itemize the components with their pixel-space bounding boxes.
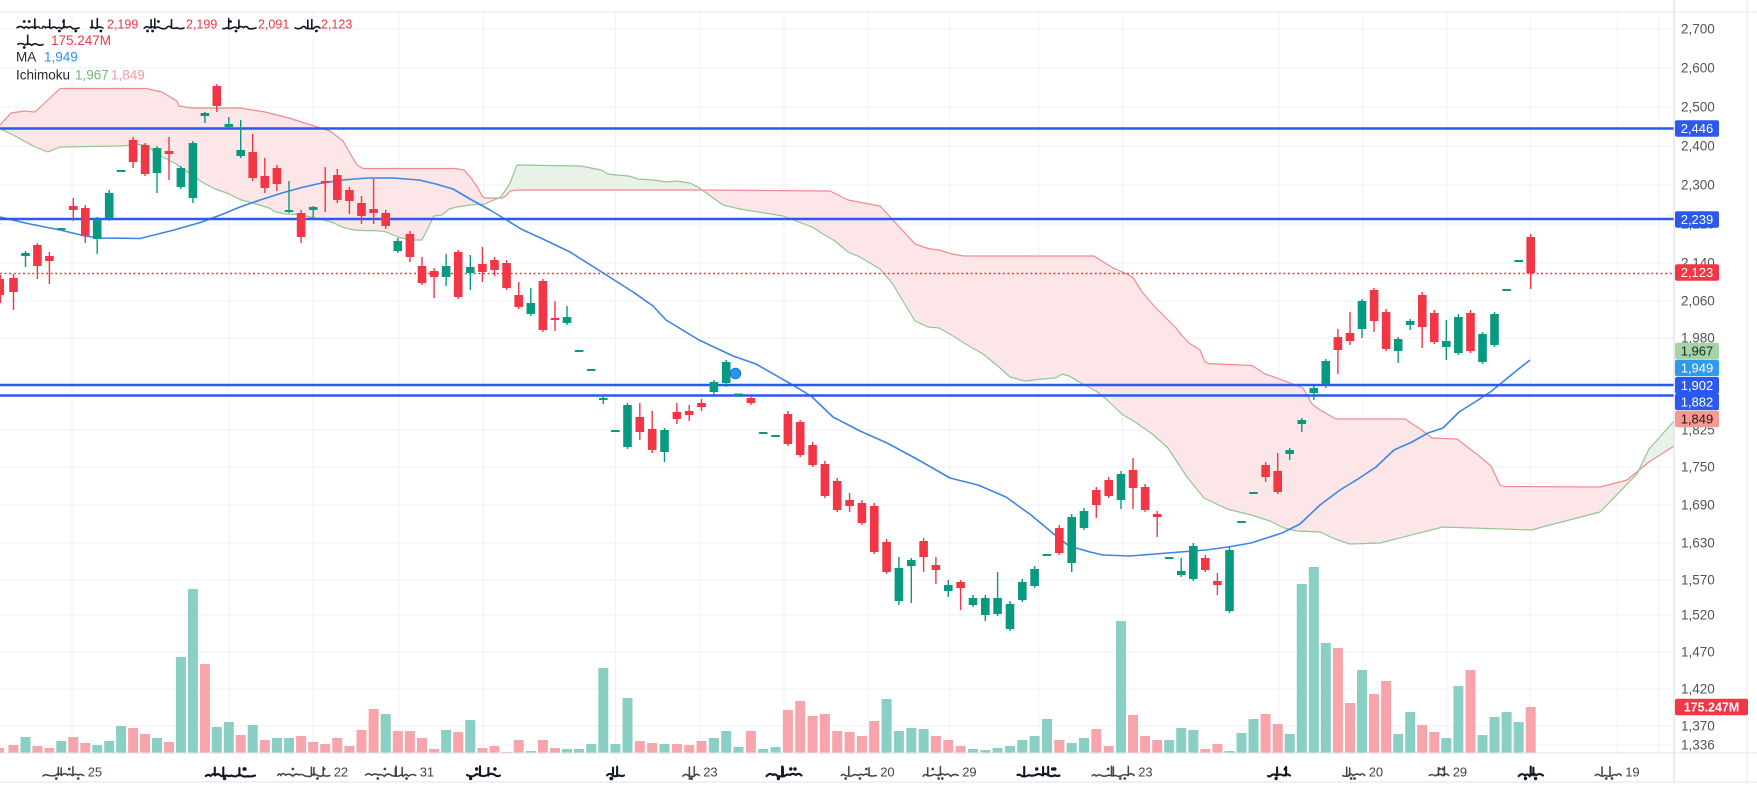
svg-text:175.247M: 175.247M — [1684, 701, 1740, 715]
svg-text:2,300: 2,300 — [1681, 178, 1715, 193]
svg-text:1,949: 1,949 — [44, 50, 78, 65]
svg-text:2,199: 2,199 — [107, 18, 138, 32]
svg-text:20: 20 — [880, 765, 894, 780]
svg-text:2,400: 2,400 — [1681, 139, 1715, 154]
svg-text:1,849: 1,849 — [1681, 412, 1714, 427]
svg-text:1,750: 1,750 — [1681, 460, 1715, 475]
svg-text:19: 19 — [1625, 765, 1639, 780]
svg-text:MA: MA — [16, 50, 36, 65]
svg-text:1,849: 1,849 — [111, 68, 145, 83]
svg-text:1,570: 1,570 — [1681, 573, 1715, 588]
svg-text:175.247M: 175.247M — [51, 33, 111, 48]
svg-text:1,520: 1,520 — [1681, 608, 1715, 623]
svg-text:2,500: 2,500 — [1681, 100, 1715, 115]
svg-text:1,420: 1,420 — [1681, 682, 1715, 697]
svg-text:2,123: 2,123 — [1681, 265, 1714, 280]
svg-text:1,967: 1,967 — [75, 68, 109, 83]
svg-text:1,470: 1,470 — [1681, 645, 1715, 660]
svg-text:1,630: 1,630 — [1681, 536, 1715, 551]
svg-text:Ichimoku: Ichimoku — [16, 68, 70, 83]
svg-text:29: 29 — [1453, 765, 1467, 780]
svg-text:23: 23 — [703, 765, 717, 780]
svg-text:2,060: 2,060 — [1681, 294, 1715, 309]
svg-text:2,600: 2,600 — [1681, 61, 1715, 76]
svg-text:2,700: 2,700 — [1681, 22, 1715, 37]
svg-text:23: 23 — [1138, 765, 1152, 780]
svg-text:1,370: 1,370 — [1681, 719, 1715, 734]
svg-text:1,882: 1,882 — [1681, 394, 1714, 409]
svg-text:20: 20 — [1369, 765, 1383, 780]
svg-text:1,967: 1,967 — [1681, 344, 1714, 359]
svg-text:2,123: 2,123 — [321, 18, 352, 32]
svg-text:2,446: 2,446 — [1681, 121, 1714, 136]
svg-text:1,336: 1,336 — [1681, 738, 1715, 753]
svg-text:29: 29 — [962, 765, 976, 780]
svg-text:31: 31 — [420, 765, 434, 780]
svg-text:1,690: 1,690 — [1681, 498, 1715, 513]
svg-text:22: 22 — [334, 765, 348, 780]
svg-text:1,949: 1,949 — [1681, 361, 1714, 376]
svg-text:1,902: 1,902 — [1681, 378, 1714, 393]
svg-text:1,980: 1,980 — [1681, 331, 1715, 346]
svg-text:25: 25 — [88, 765, 102, 780]
svg-text:2,091: 2,091 — [258, 18, 289, 32]
svg-text:2,199: 2,199 — [186, 18, 217, 32]
svg-text:2,239: 2,239 — [1681, 212, 1714, 227]
